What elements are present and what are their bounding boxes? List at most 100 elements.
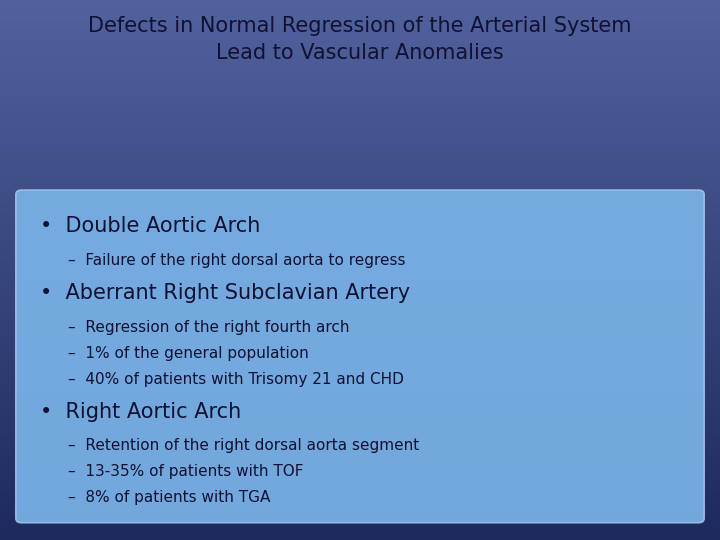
Bar bbox=[0, 185, 720, 189]
Bar bbox=[0, 10, 720, 14]
Bar bbox=[0, 444, 720, 448]
Bar bbox=[0, 242, 720, 246]
Bar bbox=[0, 212, 720, 216]
Bar bbox=[0, 363, 720, 367]
Bar bbox=[0, 12, 720, 16]
Bar bbox=[0, 172, 720, 176]
Bar bbox=[0, 345, 720, 348]
Bar bbox=[0, 53, 720, 57]
Bar bbox=[0, 434, 720, 437]
Bar bbox=[0, 450, 720, 454]
Bar bbox=[0, 23, 720, 27]
Bar bbox=[0, 139, 720, 143]
Bar bbox=[0, 361, 720, 365]
Bar bbox=[0, 366, 720, 370]
Text: –  40% of patients with Trisomy 21 and CHD: – 40% of patients with Trisomy 21 and CH… bbox=[68, 372, 404, 387]
Bar bbox=[0, 15, 720, 19]
Text: –  8% of patients with TGA: – 8% of patients with TGA bbox=[68, 490, 271, 505]
Bar bbox=[0, 455, 720, 459]
Bar bbox=[0, 75, 720, 78]
Bar bbox=[0, 353, 720, 356]
Bar bbox=[0, 102, 720, 105]
Text: –  Retention of the right dorsal aorta segment: – Retention of the right dorsal aorta se… bbox=[68, 438, 420, 454]
Bar bbox=[0, 145, 720, 148]
Bar bbox=[0, 107, 720, 111]
Bar bbox=[0, 4, 720, 8]
Bar bbox=[0, 299, 720, 302]
Bar bbox=[0, 420, 720, 424]
Bar bbox=[0, 269, 720, 273]
Bar bbox=[0, 112, 720, 116]
Bar bbox=[0, 304, 720, 308]
Bar bbox=[0, 188, 720, 192]
Bar bbox=[0, 161, 720, 165]
Bar bbox=[0, 409, 720, 413]
Bar bbox=[0, 480, 720, 483]
Bar bbox=[0, 93, 720, 97]
Bar bbox=[0, 493, 720, 497]
Bar bbox=[0, 85, 720, 89]
Bar bbox=[0, 234, 720, 238]
Bar bbox=[0, 183, 720, 186]
Bar bbox=[0, 264, 720, 267]
Bar bbox=[0, 466, 720, 470]
Bar bbox=[0, 258, 720, 262]
Bar bbox=[0, 34, 720, 38]
Bar bbox=[0, 31, 720, 35]
Bar bbox=[0, 350, 720, 354]
Bar bbox=[0, 0, 720, 3]
Bar bbox=[0, 498, 720, 502]
Bar bbox=[0, 399, 720, 402]
Bar bbox=[0, 239, 720, 243]
Bar bbox=[0, 401, 720, 405]
Bar bbox=[0, 326, 720, 329]
Bar bbox=[0, 415, 720, 419]
Bar bbox=[0, 309, 720, 313]
Bar bbox=[0, 417, 720, 421]
Bar bbox=[0, 407, 720, 410]
Bar bbox=[0, 504, 720, 508]
Bar bbox=[0, 166, 720, 170]
Bar bbox=[0, 291, 720, 294]
Text: –  Failure of the right dorsal aorta to regress: – Failure of the right dorsal aorta to r… bbox=[68, 253, 406, 268]
Bar bbox=[0, 509, 720, 513]
Bar bbox=[0, 318, 720, 321]
Bar bbox=[0, 150, 720, 154]
Bar bbox=[0, 58, 720, 62]
Bar bbox=[0, 226, 720, 230]
Bar bbox=[0, 358, 720, 362]
Bar bbox=[0, 385, 720, 389]
Text: Defects in Normal Regression of the Arterial System
Lead to Vascular Anomalies: Defects in Normal Regression of the Arte… bbox=[89, 16, 631, 63]
Bar bbox=[0, 426, 720, 429]
Bar bbox=[0, 372, 720, 375]
Bar bbox=[0, 453, 720, 456]
Bar bbox=[0, 377, 720, 381]
Bar bbox=[0, 404, 720, 408]
Bar bbox=[0, 7, 720, 11]
Bar bbox=[0, 126, 720, 130]
Bar bbox=[0, 64, 720, 68]
Bar bbox=[0, 382, 720, 386]
Bar bbox=[0, 312, 720, 316]
Bar bbox=[0, 180, 720, 184]
Bar bbox=[0, 380, 720, 383]
Bar bbox=[0, 29, 720, 32]
Bar bbox=[0, 515, 720, 518]
Bar bbox=[0, 471, 720, 475]
Bar bbox=[0, 342, 720, 346]
Bar bbox=[0, 48, 720, 51]
Bar bbox=[0, 193, 720, 197]
Bar bbox=[0, 488, 720, 491]
Text: •  Right Aortic Arch: • Right Aortic Arch bbox=[40, 402, 241, 422]
Bar bbox=[0, 2, 720, 5]
Bar bbox=[0, 485, 720, 489]
Bar bbox=[0, 328, 720, 332]
Bar bbox=[0, 220, 720, 224]
Bar bbox=[0, 45, 720, 49]
Text: –  Regression of the right fourth arch: – Regression of the right fourth arch bbox=[68, 320, 350, 335]
Bar bbox=[0, 307, 720, 310]
Bar bbox=[0, 50, 720, 54]
Bar bbox=[0, 477, 720, 481]
FancyBboxPatch shape bbox=[16, 190, 704, 523]
Bar bbox=[0, 201, 720, 205]
